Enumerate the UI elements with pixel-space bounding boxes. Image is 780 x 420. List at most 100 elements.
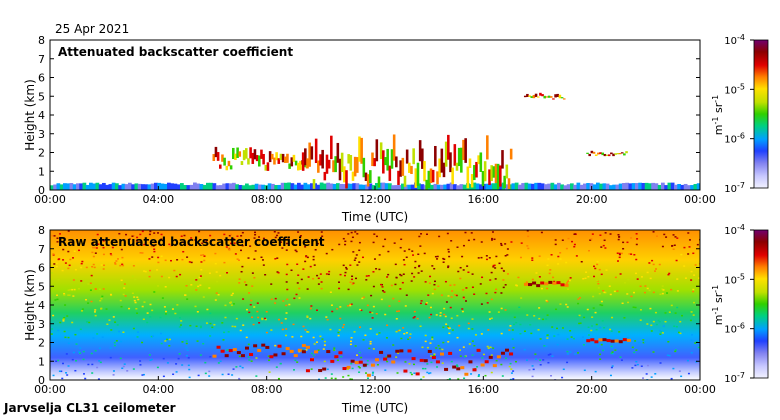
noise-cell bbox=[112, 370, 115, 372]
noise-cell bbox=[370, 294, 373, 297]
noise-cell bbox=[206, 308, 209, 311]
noise-cell bbox=[470, 232, 473, 234]
noise-cell bbox=[551, 355, 554, 357]
noise-cell bbox=[330, 377, 333, 380]
panel-attenuated-backscatter: Attenuated backscatter coefficient 01234… bbox=[23, 33, 769, 224]
boundary-layer-cell bbox=[124, 184, 129, 190]
boundary-layer-cell bbox=[534, 182, 538, 190]
noise-cell bbox=[340, 355, 343, 358]
cloud-layer-morning-raw-cell bbox=[212, 354, 217, 358]
cloud-layer-morning-cell bbox=[262, 153, 265, 165]
noise-cell bbox=[678, 370, 681, 372]
noise-cell bbox=[431, 338, 434, 340]
noise-cell bbox=[462, 269, 465, 271]
noise-cell bbox=[500, 363, 503, 366]
noise-cell bbox=[448, 255, 451, 258]
convective-plumes-raw-cell bbox=[427, 349, 432, 353]
y-tick-label: 6 bbox=[38, 262, 45, 275]
noise-cell bbox=[467, 322, 470, 325]
noise-cell bbox=[546, 337, 549, 339]
noise-cell bbox=[352, 251, 355, 253]
noise-cell bbox=[399, 288, 402, 290]
noise-cell bbox=[350, 362, 353, 365]
boundary-layer-cell bbox=[670, 182, 675, 190]
noise-cell bbox=[457, 270, 460, 273]
noise-cell bbox=[590, 329, 593, 332]
noise-cell bbox=[281, 247, 284, 249]
noise-cell bbox=[280, 322, 283, 324]
noise-cell bbox=[336, 359, 339, 361]
noise-cell bbox=[687, 372, 690, 375]
noise-cell bbox=[112, 316, 115, 318]
boundary-layer-cell bbox=[69, 183, 74, 190]
convective-plumes-cell bbox=[412, 148, 415, 165]
elevated-layer-cell bbox=[558, 94, 562, 99]
noise-cell bbox=[444, 280, 447, 283]
noise-cell bbox=[430, 355, 433, 357]
station-label: Jarvselja CL31 ceilometer bbox=[4, 401, 176, 415]
boundary-layer-cell bbox=[654, 183, 659, 190]
noise-cell bbox=[245, 336, 248, 339]
noise-cell bbox=[397, 329, 400, 332]
convective-plumes-cell bbox=[382, 150, 385, 174]
boundary-layer-cell bbox=[118, 185, 122, 190]
noise-cell bbox=[128, 307, 131, 310]
noise-cell bbox=[511, 338, 514, 340]
noise-cell bbox=[385, 337, 388, 339]
noise-cell bbox=[556, 327, 559, 330]
noise-cell bbox=[285, 249, 288, 251]
evening-cloud-cell bbox=[588, 153, 591, 157]
x-tick-label: 04:00 bbox=[142, 193, 174, 206]
noise-cell bbox=[450, 317, 453, 320]
boundary-layer-cell bbox=[53, 184, 57, 190]
noise-cell bbox=[338, 329, 341, 331]
convective-plumes-raw-cell bbox=[444, 367, 449, 371]
noise-cell bbox=[579, 322, 582, 324]
noise-cell bbox=[256, 310, 259, 313]
noise-cell bbox=[545, 318, 548, 320]
noise-cell bbox=[598, 292, 601, 295]
elevated-layer-cell bbox=[523, 95, 527, 98]
noise-cell bbox=[668, 272, 671, 275]
noise-cell bbox=[236, 258, 239, 260]
noise-cell bbox=[657, 319, 660, 322]
noise-cell bbox=[359, 308, 362, 311]
convective-plumes-cell bbox=[483, 161, 487, 182]
noise-cell bbox=[149, 359, 152, 361]
noise-cell bbox=[179, 324, 182, 326]
noise-cell bbox=[512, 346, 515, 349]
noise-cell bbox=[159, 316, 162, 319]
noise-cell bbox=[448, 332, 451, 335]
noise-cell bbox=[512, 370, 515, 372]
noise-cell bbox=[365, 372, 368, 374]
noise-cell bbox=[102, 253, 105, 256]
boundary-layer-cell bbox=[368, 183, 373, 190]
noise-cell bbox=[429, 372, 432, 374]
y-tick-label: 0 bbox=[38, 374, 45, 387]
evening-cloud-raw-cell bbox=[618, 340, 623, 344]
noise-cell bbox=[274, 302, 277, 304]
noise-cell bbox=[427, 372, 430, 375]
boundary-layer-cell bbox=[453, 184, 457, 190]
noise-cell bbox=[72, 279, 75, 281]
noise-cell bbox=[441, 362, 444, 364]
noise-cell bbox=[566, 361, 569, 364]
convective-plumes-cell bbox=[349, 155, 353, 171]
noise-cell bbox=[439, 312, 442, 314]
boundary-layer-cell bbox=[365, 184, 369, 190]
noise-cell bbox=[204, 372, 207, 375]
noise-cell bbox=[79, 352, 82, 354]
noise-cell bbox=[419, 245, 422, 247]
noise-cell bbox=[133, 296, 136, 298]
noise-cell bbox=[648, 262, 651, 264]
convective-plumes-raw-cell bbox=[407, 349, 412, 353]
boundary-layer-cell bbox=[352, 183, 356, 190]
noise-cell bbox=[493, 264, 496, 267]
noise-cell bbox=[568, 279, 571, 282]
noise-cell bbox=[337, 334, 340, 337]
noise-cell bbox=[52, 374, 55, 377]
noise-cell bbox=[98, 360, 101, 362]
noise-cell bbox=[149, 316, 152, 318]
convective-plumes-cell bbox=[371, 152, 374, 167]
cloud-layer-morning-cell bbox=[232, 147, 235, 160]
